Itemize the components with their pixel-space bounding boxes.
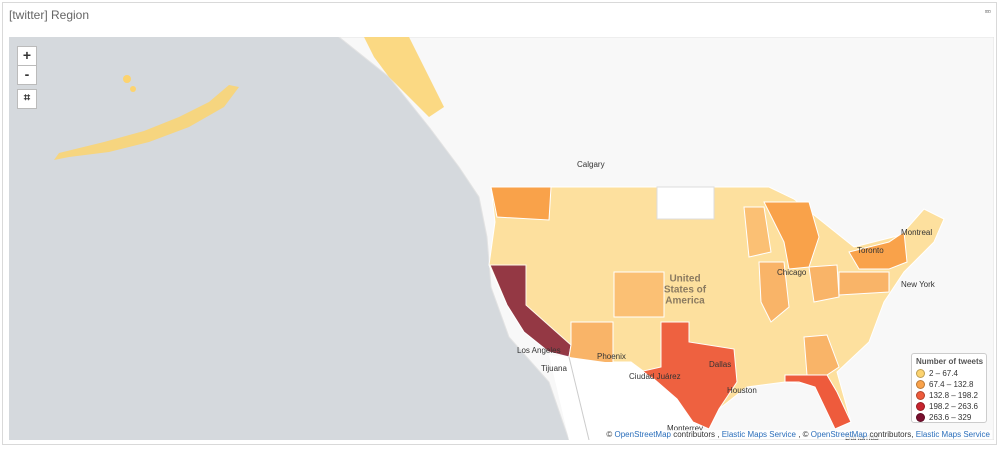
state-north-dakota: [656, 186, 715, 220]
panel-title: [twitter] Region: [9, 8, 90, 22]
place-label: Tijuana: [541, 364, 567, 373]
country-label: United: [669, 274, 700, 285]
place-label: Toronto: [857, 246, 884, 255]
place-label: Phoenix: [597, 352, 626, 361]
legend-item: 263.6 – 329: [916, 412, 982, 423]
legend-item: 132.8 – 198.2: [916, 390, 982, 401]
country-label: America: [665, 296, 705, 307]
state-wisconsin: [743, 206, 772, 258]
zoom-in-button[interactable]: +: [17, 46, 37, 66]
place-label: New York: [901, 280, 936, 289]
legend-label: 263.6 – 329: [929, 413, 972, 422]
alaska: [364, 37, 444, 117]
attribution-part[interactable]: OpenStreetMap: [614, 430, 671, 439]
legend-swatch: [916, 402, 925, 411]
state-pennsylvania: [838, 271, 890, 296]
legend-swatch: [916, 380, 925, 389]
state-ohio: [808, 264, 840, 303]
panel-menu[interactable]: ▫▫▫: [984, 7, 990, 16]
state-new-york: [848, 231, 908, 270]
island: [123, 75, 131, 83]
legend: Number of tweets 2 – 67.4 67.4 – 132.8 132…: [911, 353, 987, 423]
place-label: Ciudad Juárez: [629, 372, 681, 381]
state-washington: [490, 186, 552, 221]
legend-item: 198.2 – 263.6: [916, 401, 982, 412]
legend-title: Number of tweets: [916, 357, 984, 366]
place-label: Monterrey: [667, 424, 703, 433]
legend-label: 132.8 – 198.2: [929, 391, 978, 400]
place-label: Houston: [727, 386, 757, 395]
legend-item: 67.4 – 132.8: [916, 379, 982, 390]
crop-button[interactable]: ⌗: [17, 89, 37, 109]
attribution-part: ©: [606, 430, 613, 439]
legend-swatch: [916, 391, 925, 400]
attribution-part[interactable]: OpenStreetMap: [810, 430, 868, 439]
legend-item: 2 – 67.4: [916, 368, 982, 379]
attribution-part: , ©: [798, 430, 809, 439]
state-colorado: [613, 271, 665, 318]
attribution-part: contributors ,: [673, 430, 720, 439]
attribution-part[interactable]: Elastic Maps Service: [721, 430, 796, 439]
attribution-part: contributors,: [869, 430, 914, 439]
place-label: Dallas: [709, 360, 731, 369]
place-label: Montreal: [901, 228, 932, 237]
legend-label: 2 – 67.4: [929, 369, 958, 378]
alaska-peninsula: [54, 85, 239, 160]
attribution: © OpenStreetMap contributors , Elastic M…: [604, 430, 992, 439]
state-georgia: [803, 334, 840, 376]
state-florida: [784, 374, 852, 430]
place-label: Chicago: [777, 268, 807, 277]
country-label: States of: [664, 285, 707, 296]
place-label: Calgary: [577, 160, 605, 169]
legend-swatch: [916, 413, 925, 422]
map[interactable]: Calgary Toronto Montreal Chicago New York Los…: [9, 37, 994, 440]
legend-swatch: [916, 369, 925, 378]
place-label: Los Angeles: [517, 346, 561, 355]
island: [130, 86, 136, 92]
zoom-out-button[interactable]: -: [17, 65, 37, 85]
state-illinois: [758, 261, 790, 323]
mexico: [549, 355, 709, 440]
coast-line: [568, 356, 590, 440]
map-canvas: Calgary Toronto Montreal Chicago New York Los…: [9, 37, 994, 440]
legend-label: 198.2 – 263.6: [929, 402, 978, 411]
attribution-part[interactable]: Elastic Maps Service: [915, 430, 990, 439]
legend-label: 67.4 – 132.8: [929, 380, 974, 389]
